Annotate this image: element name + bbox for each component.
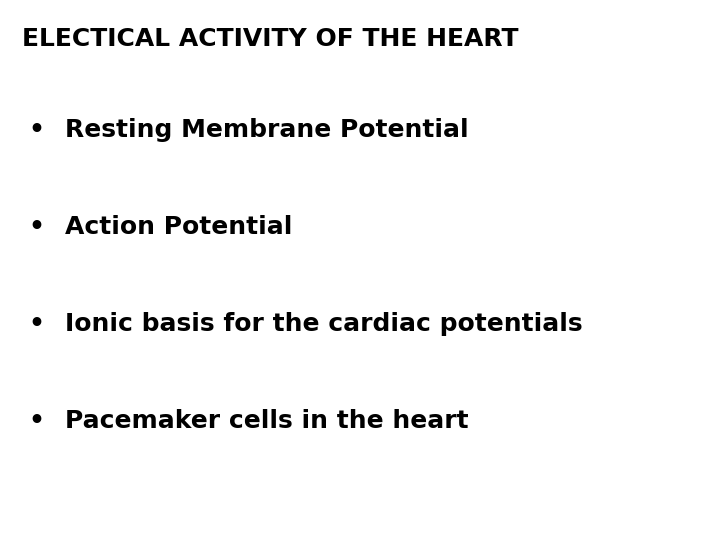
- Text: •: •: [29, 118, 45, 141]
- Text: •: •: [29, 409, 45, 433]
- Text: •: •: [29, 215, 45, 239]
- Text: Pacemaker cells in the heart: Pacemaker cells in the heart: [65, 409, 469, 433]
- Text: Action Potential: Action Potential: [65, 215, 292, 239]
- Text: •: •: [29, 312, 45, 336]
- Text: Resting Membrane Potential: Resting Membrane Potential: [65, 118, 469, 141]
- Text: ELECTICAL ACTIVITY OF THE HEART: ELECTICAL ACTIVITY OF THE HEART: [22, 27, 518, 51]
- Text: Ionic basis for the cardiac potentials: Ionic basis for the cardiac potentials: [65, 312, 582, 336]
